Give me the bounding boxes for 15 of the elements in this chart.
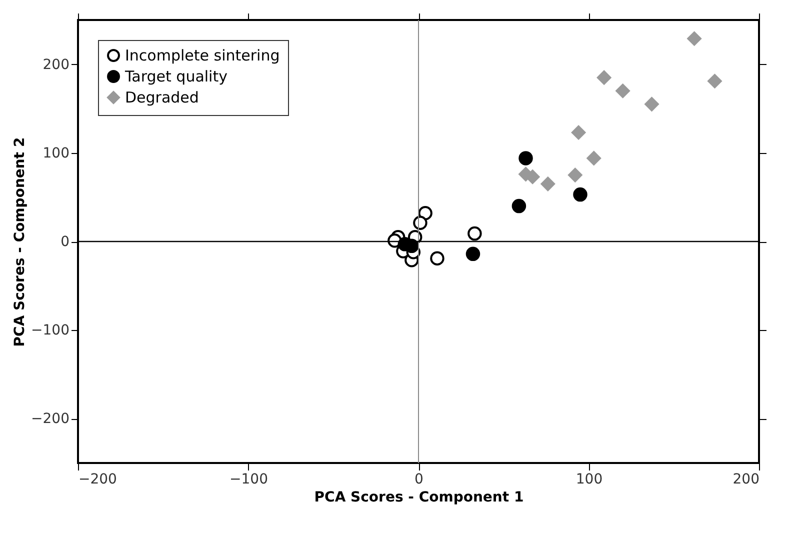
legend-label: Target quality — [124, 68, 228, 86]
x-tick-label: 100 — [576, 472, 603, 488]
y-tick-label: 0 — [60, 234, 70, 250]
x-axis-title: PCA Scores - Component 1 — [314, 490, 524, 506]
x-tick-label: 0 — [414, 472, 424, 488]
y-tick-label: 100 — [42, 145, 70, 162]
y-tick-label: −100 — [31, 322, 70, 339]
x-tick-label: −100 — [230, 472, 268, 488]
x-tick-label: 200 — [732, 472, 760, 488]
y-axis-title: PCA Scores - Component 2 — [12, 137, 28, 347]
legend-label: Degraded — [125, 88, 199, 106]
x-tick-label: −200 — [78, 472, 117, 488]
legend-label: Incomplete sintering — [125, 46, 280, 64]
y-tick-label: 200 — [42, 56, 70, 73]
y-tick-label: −200 — [31, 411, 70, 428]
